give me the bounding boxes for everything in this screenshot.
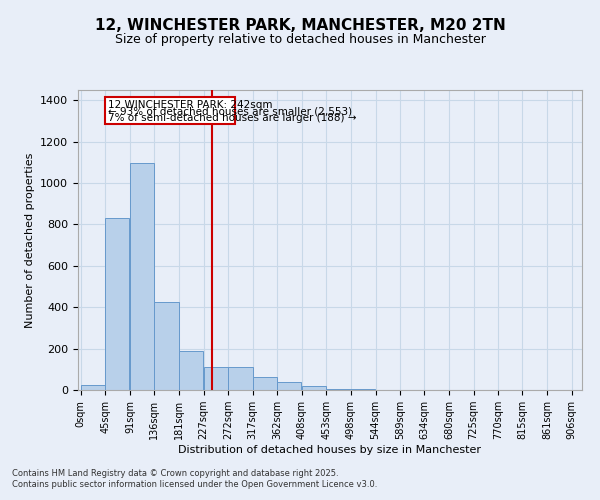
Bar [253,376,277,390]
Text: ← 93% of detached houses are smaller (2,553): ← 93% of detached houses are smaller (2,… [108,106,352,117]
Text: 7% of semi-detached houses are larger (188) →: 7% of semi-detached houses are larger (1… [108,113,356,123]
X-axis label: Distribution of detached houses by size in Manchester: Distribution of detached houses by size … [179,445,482,455]
Bar [277,382,301,390]
Bar [130,164,154,390]
Bar [105,218,130,390]
Text: 12, WINCHESTER PARK, MANCHESTER, M20 2TN: 12, WINCHESTER PARK, MANCHESTER, M20 2TN [95,18,505,32]
Bar [105,97,235,124]
Bar [350,389,375,390]
Bar [154,302,179,390]
Bar [81,385,105,390]
Text: Contains HM Land Registry data © Crown copyright and database right 2025.: Contains HM Land Registry data © Crown c… [12,468,338,477]
Bar [326,389,350,390]
Y-axis label: Number of detached properties: Number of detached properties [25,152,35,328]
Text: Contains public sector information licensed under the Open Government Licence v3: Contains public sector information licen… [12,480,377,489]
Bar [302,386,326,390]
Bar [179,350,203,390]
Bar [204,367,228,390]
Text: 12 WINCHESTER PARK: 242sqm: 12 WINCHESTER PARK: 242sqm [108,100,272,110]
Bar [228,367,253,390]
Text: Size of property relative to detached houses in Manchester: Size of property relative to detached ho… [115,32,485,46]
